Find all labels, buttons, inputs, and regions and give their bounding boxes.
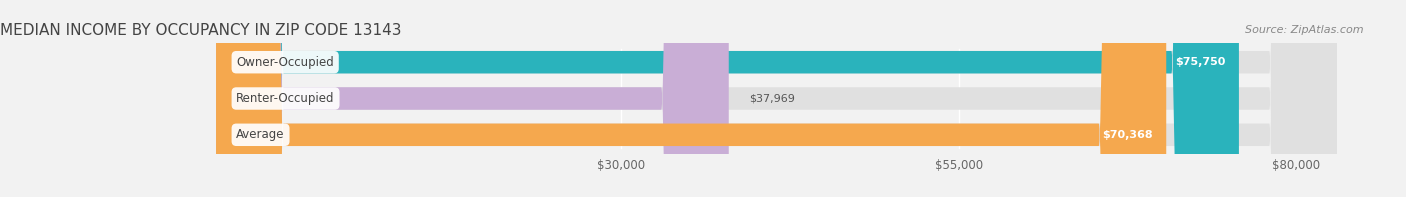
Text: $37,969: $37,969	[749, 94, 794, 103]
FancyBboxPatch shape	[217, 0, 1337, 197]
Text: Owner-Occupied: Owner-Occupied	[236, 56, 335, 69]
Text: Average: Average	[236, 128, 285, 141]
FancyBboxPatch shape	[217, 0, 1337, 197]
Text: Source: ZipAtlas.com: Source: ZipAtlas.com	[1246, 24, 1364, 34]
FancyBboxPatch shape	[217, 0, 1337, 197]
FancyBboxPatch shape	[217, 0, 1166, 197]
FancyBboxPatch shape	[217, 0, 728, 197]
Text: Renter-Occupied: Renter-Occupied	[236, 92, 335, 105]
Text: MEDIAN INCOME BY OCCUPANCY IN ZIP CODE 13143: MEDIAN INCOME BY OCCUPANCY IN ZIP CODE 1…	[0, 23, 402, 38]
Text: $75,750: $75,750	[1175, 57, 1226, 67]
FancyBboxPatch shape	[217, 0, 1239, 197]
Text: $70,368: $70,368	[1102, 130, 1153, 140]
